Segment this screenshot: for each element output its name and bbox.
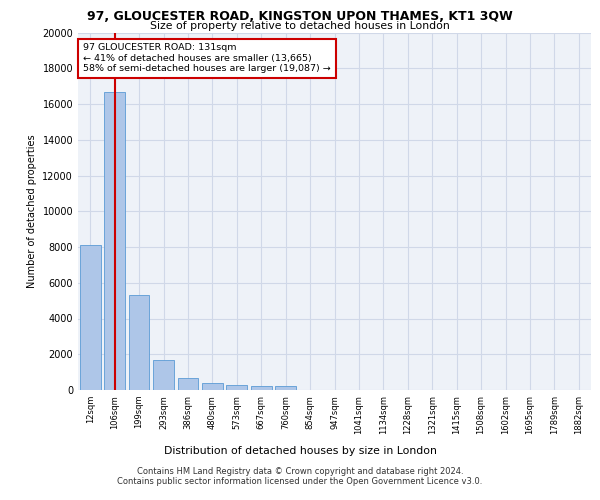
- Text: Size of property relative to detached houses in London: Size of property relative to detached ho…: [150, 21, 450, 31]
- Y-axis label: Number of detached properties: Number of detached properties: [27, 134, 37, 288]
- Bar: [275, 386, 296, 390]
- Text: Distribution of detached houses by size in London: Distribution of detached houses by size …: [164, 446, 436, 456]
- Text: 97 GLOUCESTER ROAD: 131sqm
← 41% of detached houses are smaller (13,665)
58% of : 97 GLOUCESTER ROAD: 131sqm ← 41% of deta…: [83, 43, 331, 73]
- Bar: [226, 385, 247, 390]
- Bar: [251, 386, 272, 390]
- Bar: [104, 92, 125, 390]
- Bar: [153, 360, 174, 390]
- Text: 97, GLOUCESTER ROAD, KINGSTON UPON THAMES, KT1 3QW: 97, GLOUCESTER ROAD, KINGSTON UPON THAME…: [87, 10, 513, 23]
- Bar: [128, 296, 149, 390]
- Text: Contains HM Land Registry data © Crown copyright and database right 2024.
Contai: Contains HM Land Registry data © Crown c…: [118, 466, 482, 486]
- Bar: [80, 245, 101, 390]
- Bar: [202, 384, 223, 390]
- Bar: [178, 378, 199, 390]
